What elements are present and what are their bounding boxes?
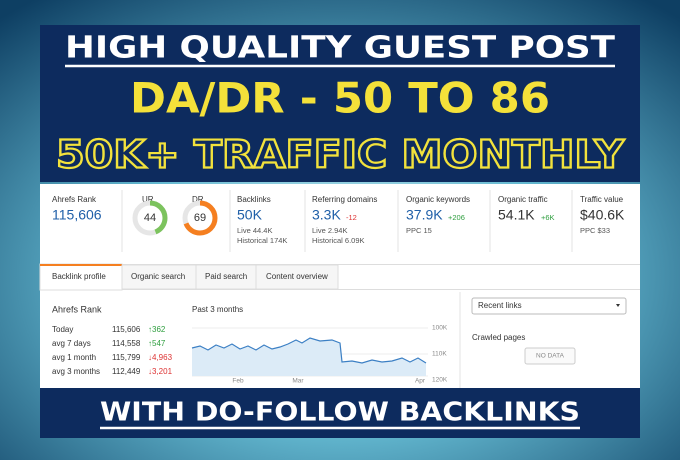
bottom-banner: [40, 388, 640, 438]
row-change: ↑362: [148, 325, 166, 334]
tab-line: [40, 289, 640, 290]
stat-sub: Live 2.94K: [312, 226, 347, 235]
stat-sub: PPC $33: [580, 226, 610, 235]
footer-headline: WITH DO-FOLLOW BACKLINKS: [100, 398, 580, 428]
gauge-value: 44: [144, 212, 156, 224]
sparkline: [191, 337, 427, 364]
dropdown-label[interactable]: Recent links: [478, 301, 522, 310]
tab-label[interactable]: Content overview: [266, 272, 328, 281]
stat-change: +206: [448, 213, 465, 222]
chart-title: Past 3 months: [192, 305, 243, 314]
row-change: ↑547: [148, 339, 166, 348]
stat-value: 50K: [237, 207, 263, 223]
no-data-badge: [524, 347, 576, 365]
tab-label[interactable]: Organic search: [131, 272, 185, 281]
stat-label: Ahrefs Rank: [52, 195, 97, 204]
traffic-headline: 50K+ TRAFFIC MONTHLY: [56, 133, 625, 177]
row-label: Today: [52, 325, 73, 334]
stat-label: Backlinks: [237, 195, 271, 204]
gauge-label: DR: [192, 195, 204, 204]
stat-sub: Historical 174K: [237, 236, 287, 245]
tab-active[interactable]: [39, 263, 123, 291]
gauges: UR 44 DR 69: [132, 195, 218, 236]
dropdown-caret: [616, 304, 620, 307]
stat-value: 115,606: [52, 207, 102, 223]
stat-label: Organic keywords: [406, 195, 470, 204]
stat-value: 54.1K: [498, 207, 535, 223]
subheadline: DA/DR - 50 TO 86: [130, 74, 550, 123]
gauge-arc: [182, 200, 218, 236]
panel-title: Ahrefs Rank: [52, 304, 102, 314]
headline: HIGH QUALITY GUEST POST: [65, 31, 616, 66]
row-label: avg 1 month: [52, 353, 96, 362]
tab-label[interactable]: Paid search: [205, 272, 247, 281]
stats-row: Ahrefs Rank 115,606 UR 44 DR 69 Backlinks 5…: [52, 190, 625, 252]
tab-label[interactable]: Backlink profile: [52, 272, 106, 281]
stat-change: +6K: [541, 213, 555, 222]
stat-value: $40.6K: [580, 207, 625, 223]
stat-label: Organic traffic: [498, 195, 548, 204]
gauge-value: 69: [194, 212, 206, 224]
stat-sub: Historical 6.09K: [312, 236, 365, 245]
stat-sub: Live 44.4K: [237, 226, 272, 235]
stat-value: 3.3K: [312, 207, 341, 223]
stat-label: Referring domains: [312, 195, 377, 204]
rank-table: Today 115,606 ↑362 avg 7 days 114,558 ↑547 avg…: [52, 325, 173, 376]
top-banner: [40, 25, 640, 182]
x-label: Mar: [292, 378, 304, 385]
gauge-label: UR: [142, 195, 154, 204]
x-label: Apr: [415, 378, 426, 385]
stat-change: -12: [346, 213, 357, 222]
row-value: 114,558: [112, 339, 141, 348]
stat-value: 37.9K: [406, 207, 443, 223]
tab-indicator: [40, 264, 122, 266]
row-value: 115,606: [112, 325, 141, 334]
y-label: 120K: [432, 377, 448, 384]
dropdown[interactable]: [471, 297, 627, 315]
tab[interactable]: [121, 264, 197, 290]
no-data: NO DATA: [536, 353, 565, 360]
stat-label: Traffic value: [580, 195, 624, 204]
row-change: ↓3,201: [148, 367, 173, 376]
row-change: ↓4,963: [148, 353, 173, 362]
x-label: Feb: [232, 378, 244, 385]
stat-sub: PPC 15: [406, 226, 432, 235]
row-label: avg 3 months: [52, 367, 100, 376]
row-value: 112,449: [112, 367, 141, 376]
y-label: 100K: [432, 325, 448, 332]
gauge-arc: [132, 200, 168, 236]
section-title: Crawled pages: [472, 333, 525, 342]
row-value: 115,799: [112, 353, 141, 362]
row-label: avg 7 days: [52, 339, 91, 348]
tab-line: [40, 264, 640, 265]
y-label: 110K: [432, 351, 447, 358]
tab[interactable]: [255, 264, 339, 290]
